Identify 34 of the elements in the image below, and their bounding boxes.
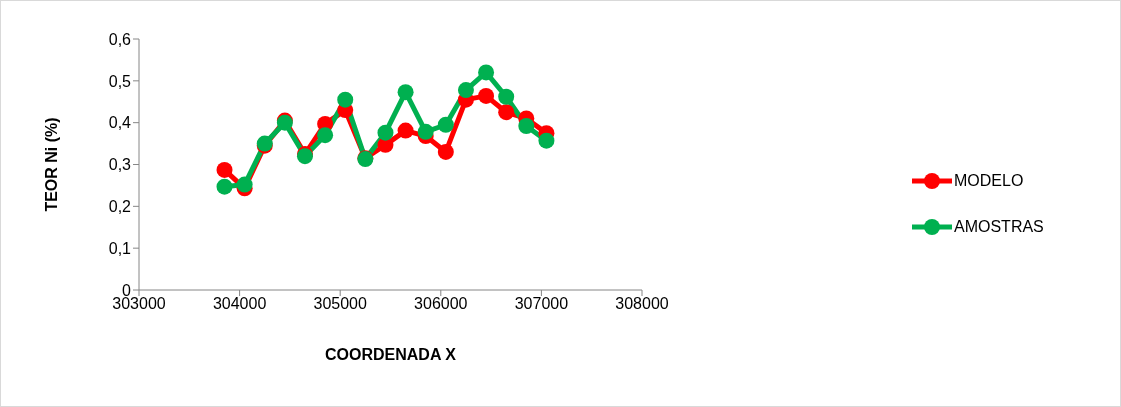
- point: [216, 161, 233, 178]
- point: [437, 116, 454, 133]
- point: [397, 122, 414, 139]
- point: [478, 64, 495, 81]
- point: [377, 124, 394, 141]
- x-tick-label: 307000: [514, 295, 569, 313]
- y-tick-label: 0,6: [108, 30, 132, 48]
- y-tick-label: 0,1: [108, 239, 132, 257]
- x-tick-label: 308000: [615, 295, 669, 313]
- y-axis-title: TEOR Ni (%): [42, 117, 60, 212]
- x-tick-label: 303000: [112, 295, 166, 313]
- x-tick-label: 305000: [313, 295, 367, 313]
- legend-label: AMOSTRAS: [954, 217, 1044, 236]
- point: [518, 118, 535, 135]
- y-tick-label: 0,3: [108, 156, 132, 174]
- point: [478, 87, 495, 104]
- y-tick-label: 0,4: [108, 114, 132, 132]
- legend-label: MODELO: [954, 171, 1024, 190]
- x-tick-label: 304000: [212, 295, 267, 313]
- point: [498, 88, 515, 105]
- y-tick-label: 0,5: [108, 72, 132, 90]
- point: [417, 123, 434, 140]
- x-axis-title: COORDENADA X: [325, 346, 457, 363]
- point: [397, 84, 414, 101]
- point: [337, 91, 354, 108]
- x-tick-label: 306000: [414, 295, 468, 313]
- point: [216, 178, 233, 195]
- point: [317, 127, 334, 144]
- y-tick-label: 0,2: [108, 198, 132, 216]
- point: [236, 176, 253, 193]
- point: [437, 143, 454, 160]
- point: [498, 104, 515, 121]
- point: [538, 132, 555, 149]
- point: [457, 82, 474, 99]
